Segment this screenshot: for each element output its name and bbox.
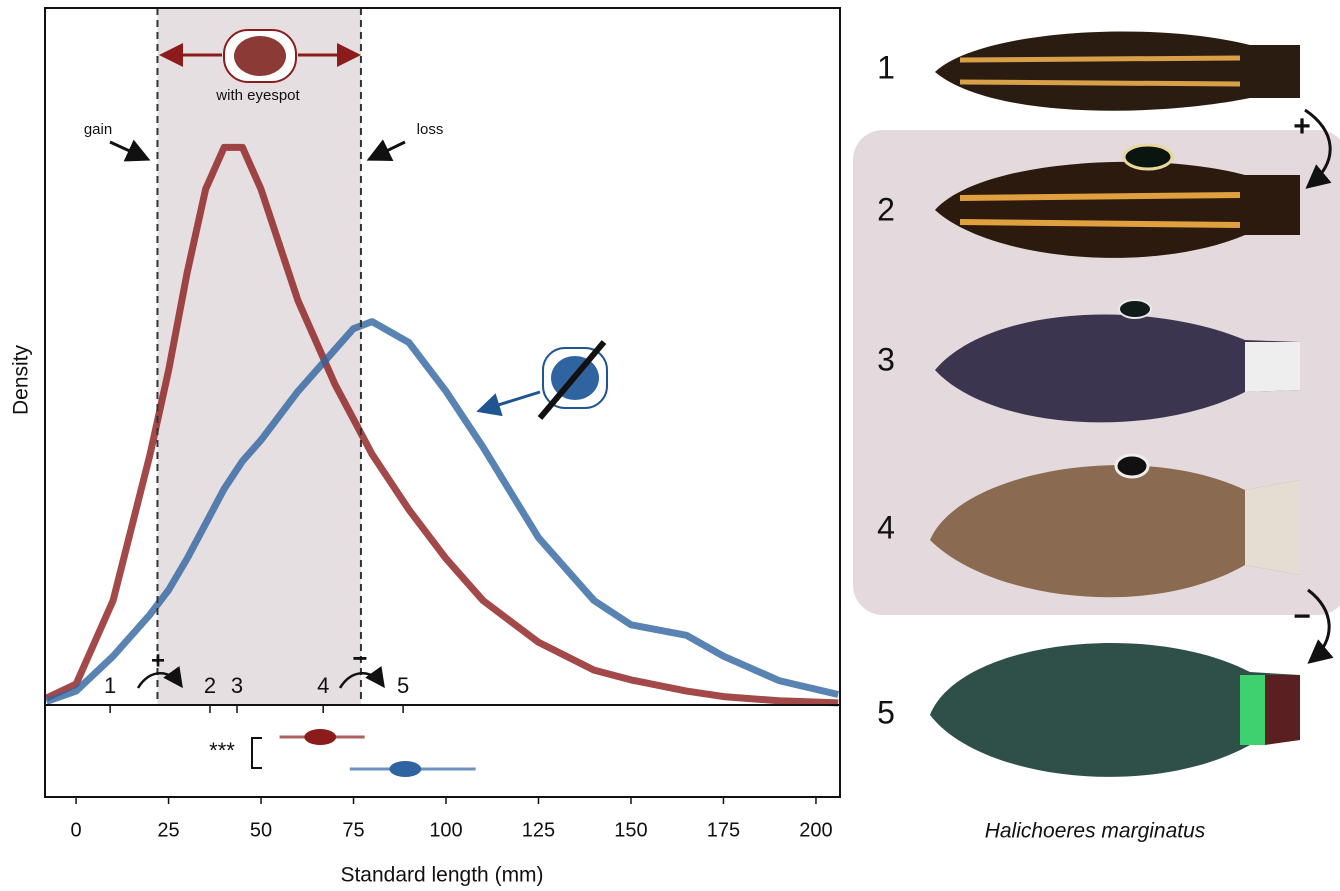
eyespot-icon — [159, 29, 361, 83]
gain-label: gain — [84, 121, 112, 138]
eyespot-label: with eyespot — [215, 87, 300, 104]
fish-number: 2 — [877, 191, 895, 227]
x-tick-label: 200 — [799, 819, 832, 841]
species-name: Halichoeres marginatus — [985, 820, 1206, 843]
gain-sign: + — [1293, 110, 1311, 143]
loss-step-arrow — [338, 665, 385, 689]
x-tick-label: 125 — [522, 819, 555, 841]
interval-center — [389, 761, 422, 777]
x-tick-label: 75 — [342, 819, 364, 841]
density-curve — [45, 143, 839, 707]
y-axis-label: Density — [10, 344, 33, 415]
interval-center — [304, 729, 337, 745]
specimen-label: 4 — [317, 673, 329, 698]
no-eyespot-icon — [476, 340, 608, 420]
gain-pointer — [109, 139, 151, 162]
gain-step-sign: + — [151, 647, 165, 674]
x-tick-label: 25 — [157, 819, 179, 841]
x-tick-label: 0 — [71, 819, 82, 841]
significance-bracket — [251, 737, 262, 769]
specimen-label: 1 — [104, 673, 116, 698]
specimen-label: 5 — [397, 673, 409, 698]
loss-label: loss — [417, 121, 444, 138]
significance: *** — [209, 738, 235, 763]
fish-number: 5 — [877, 694, 895, 730]
plot-frame — [44, 7, 841, 798]
gain-step-arrow — [136, 665, 183, 689]
x-tick-label: 50 — [250, 819, 272, 841]
density-curve — [45, 318, 840, 705]
x-tick-label: 175 — [707, 819, 740, 841]
fish-number: 4 — [877, 509, 895, 545]
fish-number: 1 — [877, 49, 895, 85]
specimen-label: 3 — [231, 673, 243, 698]
loss-pointer — [366, 139, 406, 161]
gain-arrow — [1304, 108, 1332, 189]
specimen-label: 2 — [204, 673, 216, 698]
loss-step-sign: − — [352, 643, 367, 673]
fish-illustrations — [930, 31, 1300, 777]
loss-sign: − — [1293, 600, 1311, 633]
loss-arrow — [1307, 588, 1334, 664]
x-tick-label: 150 — [614, 819, 647, 841]
x-axis-label: Standard length (mm) — [340, 864, 543, 887]
x-tick-label: 100 — [429, 819, 462, 841]
fish-number: 3 — [877, 341, 895, 377]
